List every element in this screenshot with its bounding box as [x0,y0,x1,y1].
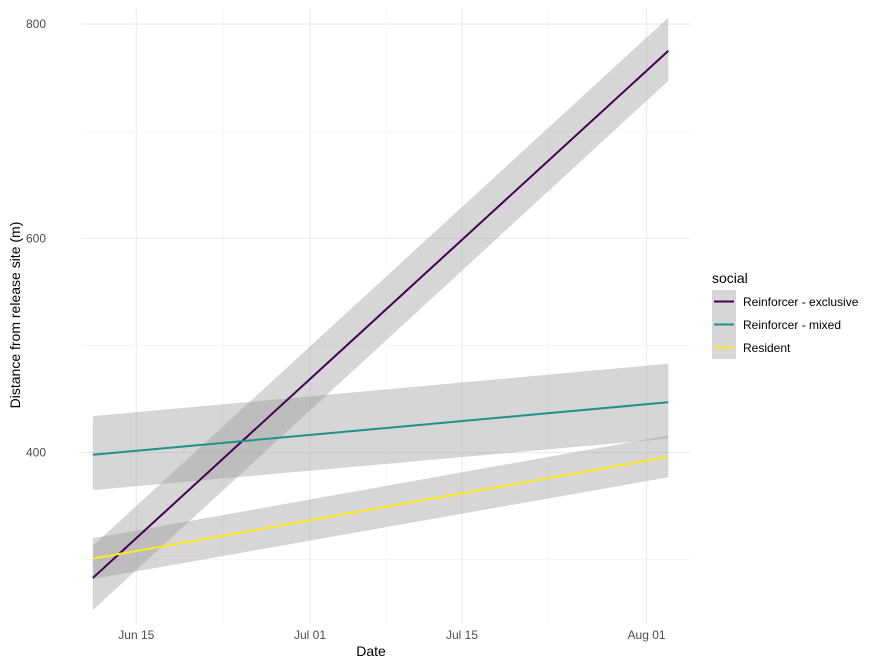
grid [82,8,690,624]
series-lines [92,50,669,579]
legend: social Reinforcer - exclusive Reinforcer … [712,270,859,359]
y-tick-label: 400 [26,446,46,460]
x-tick-label: Jun 15 [118,628,154,642]
confidence-ribbon [92,363,669,491]
axis-ticks: Jun 15 Jul 01 Jul 15 Aug 01 400 600 800 [26,17,666,642]
y-tick-label: 600 [26,231,46,245]
y-axis-title: Distance from release site (m) [7,222,23,409]
legend-label: Reinforcer - exclusive [743,295,859,309]
x-axis-title: Date [356,643,386,659]
series-line [92,455,669,560]
y-tick-label: 800 [26,17,46,31]
x-tick-label: Aug 01 [628,628,666,642]
x-tick-label: Jul 01 [294,628,326,642]
series-line [92,401,669,456]
legend-label: Resident [743,341,791,355]
legend-label: Reinforcer - mixed [743,318,841,332]
series-line [92,50,669,579]
x-tick-label: Jul 15 [446,628,478,642]
legend-title: social [712,270,748,286]
